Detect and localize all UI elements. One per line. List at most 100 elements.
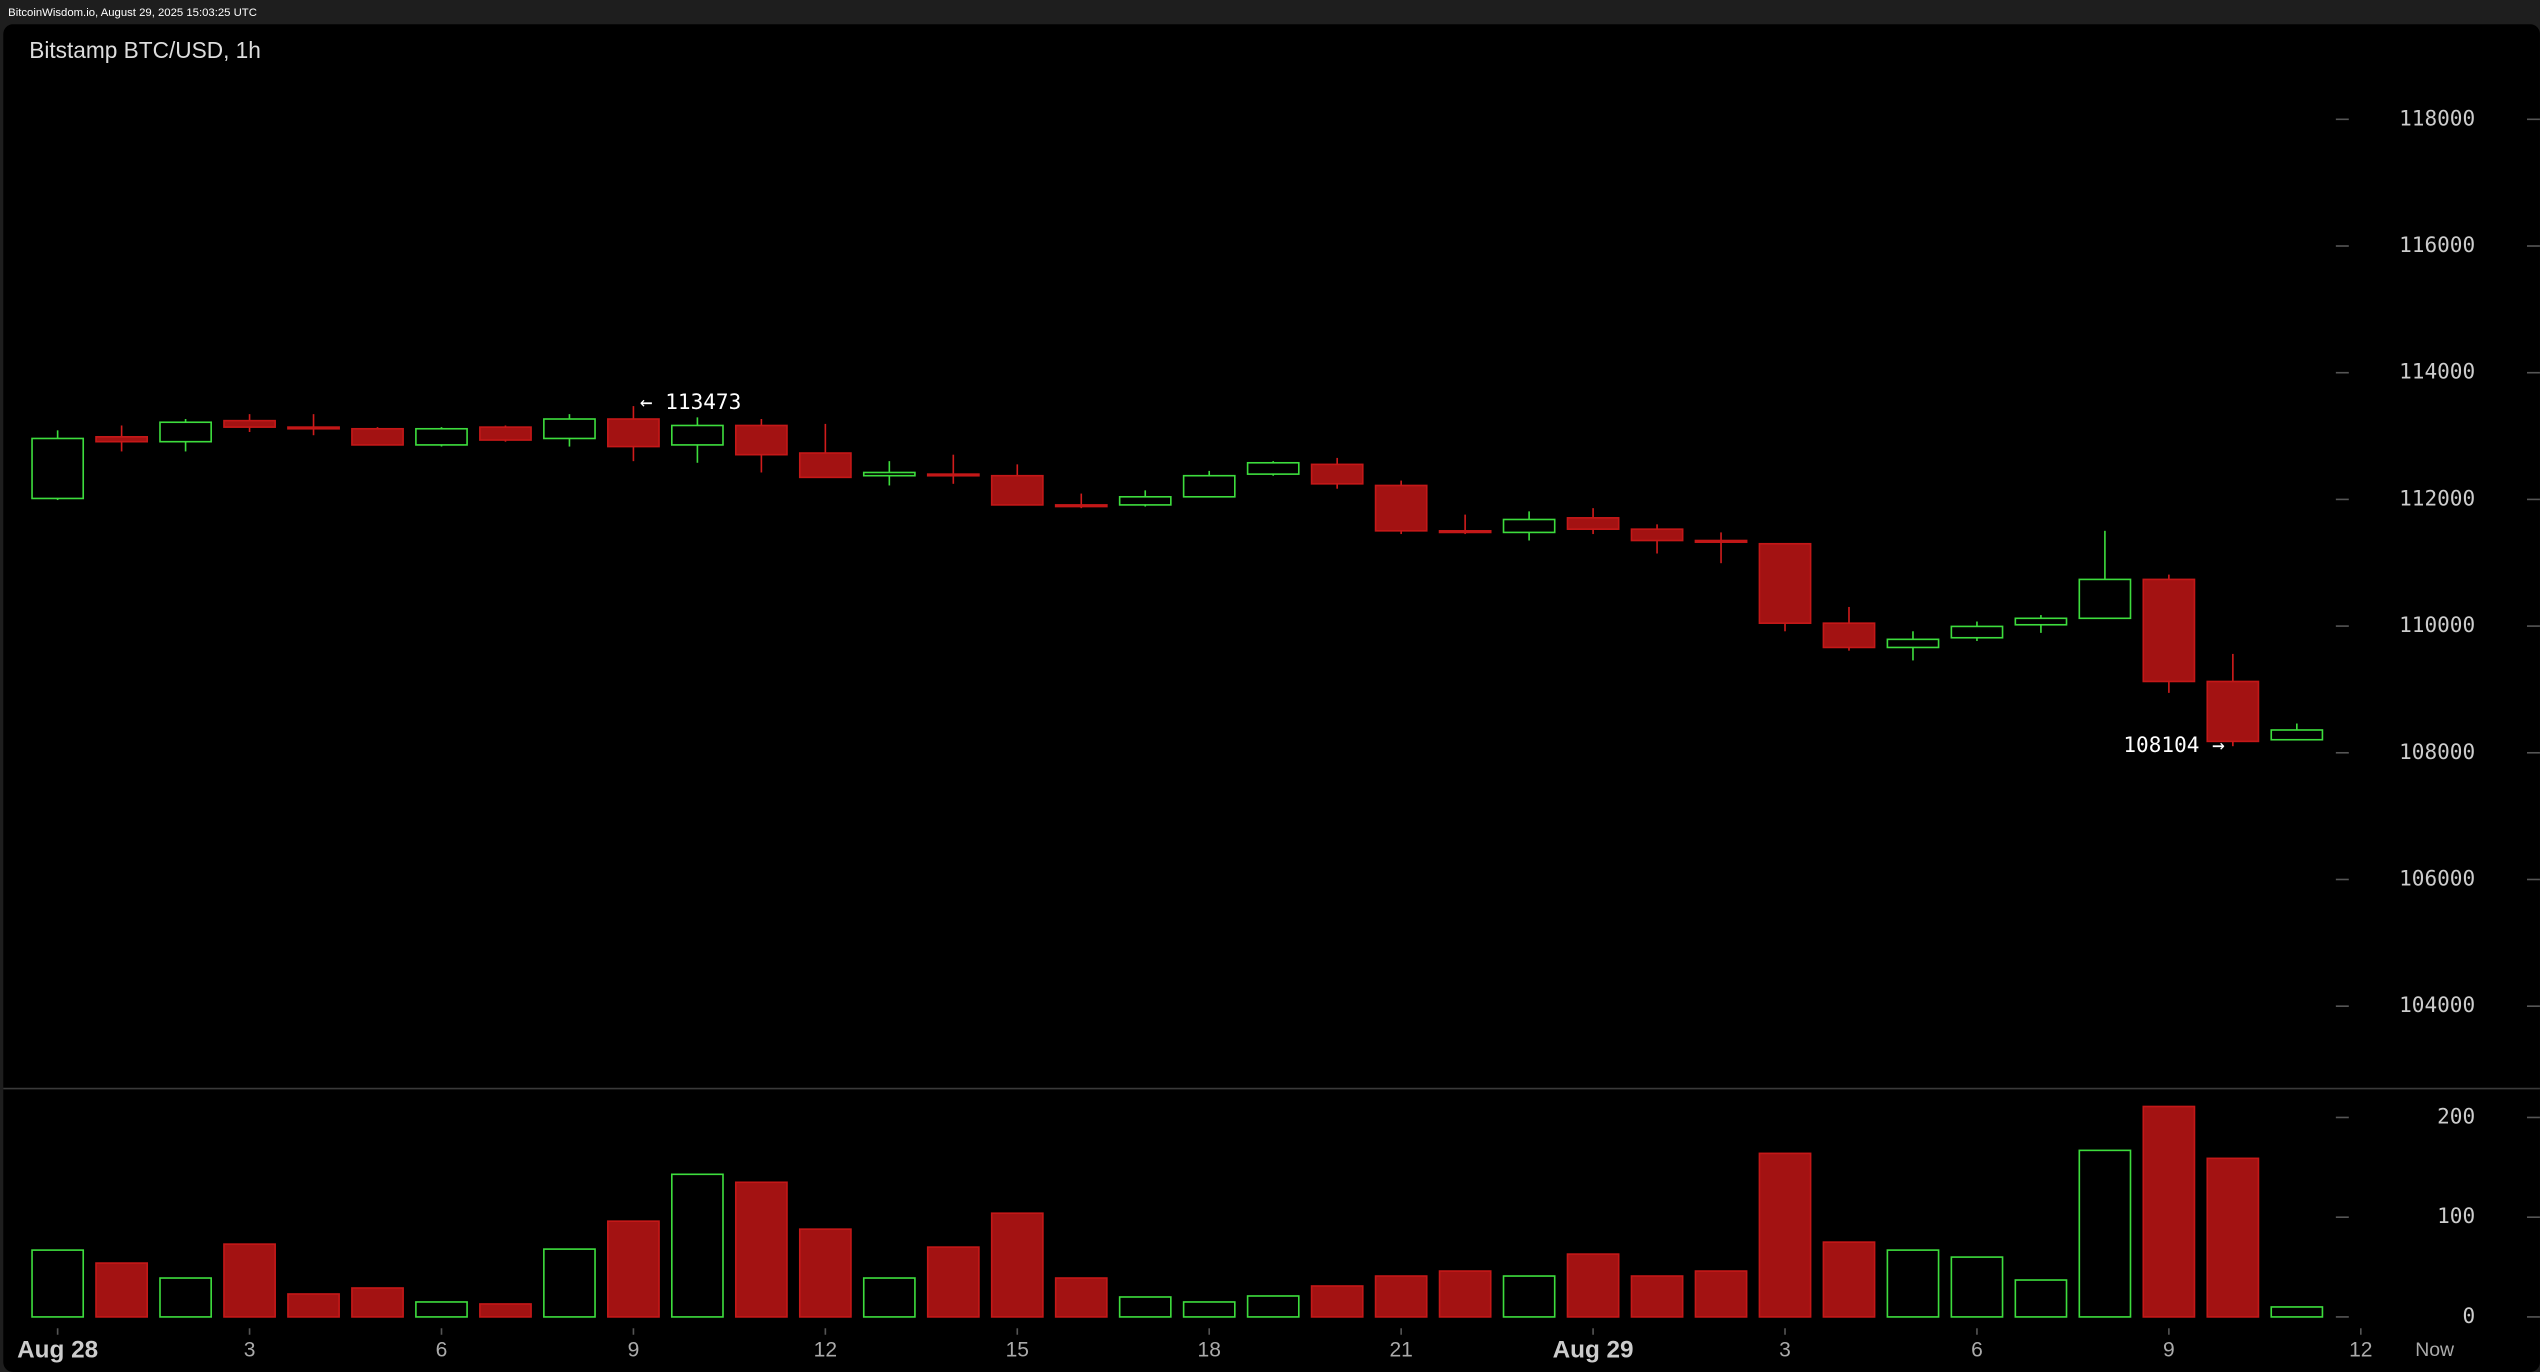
volume-bar	[1502, 1275, 1556, 1318]
volume-bar	[1054, 1277, 1108, 1318]
volume-bar	[543, 1248, 596, 1318]
volume-bar	[1310, 1285, 1364, 1318]
candle-body	[1438, 530, 1492, 534]
volume-bar	[2206, 1157, 2260, 1318]
volume-bar	[1822, 1241, 1876, 1318]
candle-body	[223, 419, 276, 428]
volume-bar	[1438, 1270, 1492, 1318]
annotation: 108104 →	[2123, 732, 2224, 757]
x-tick-label: 21	[1389, 1339, 1412, 1362]
x-tick-label: 3	[1779, 1339, 1791, 1362]
y-tick-label: 112000	[2399, 485, 2475, 510]
volume-bar	[1886, 1249, 1940, 1318]
volume-bar	[734, 1181, 788, 1318]
candle-body	[1374, 484, 1428, 532]
volume-bar	[671, 1173, 724, 1318]
candle-body	[1310, 463, 1364, 485]
volume-bar	[1694, 1270, 1748, 1318]
candle-body	[798, 452, 852, 479]
volume-bar	[1118, 1296, 1172, 1318]
x-tick-label: 6	[436, 1339, 448, 1362]
candle-body	[1054, 504, 1108, 508]
candle-body	[2206, 680, 2260, 743]
volume-bar	[351, 1287, 404, 1318]
volume-bar	[798, 1228, 852, 1318]
candle-body	[1822, 622, 1876, 649]
volume-bar	[1374, 1275, 1428, 1318]
volume-bar	[1758, 1152, 1812, 1318]
y-tick-label: 104000	[2399, 992, 2475, 1017]
x-tick-label: 9	[628, 1339, 640, 1362]
volume-bar	[287, 1293, 340, 1318]
volume-bar	[862, 1277, 916, 1318]
candle-body	[671, 424, 724, 446]
candle-body	[734, 424, 788, 456]
volume-bar	[1630, 1275, 1684, 1318]
y-tick-label: 100	[2437, 1203, 2475, 1228]
candle-body	[1118, 495, 1172, 506]
now-label: Now	[2415, 1339, 2455, 1361]
y-tick-label: 200	[2437, 1103, 2475, 1128]
candle-body	[990, 474, 1044, 506]
candle-body	[2270, 729, 2324, 741]
y-tick-label: 118000	[2399, 105, 2475, 130]
candle-body	[1182, 474, 1236, 498]
candle-body	[607, 418, 660, 448]
volume-bar	[1950, 1256, 2004, 1318]
y-tick-label: 110000	[2399, 612, 2475, 637]
candle-body	[1758, 542, 1812, 624]
volume-bar	[926, 1246, 980, 1318]
volume-bar	[95, 1262, 149, 1318]
y-tick-label: 116000	[2399, 232, 2475, 257]
candle-body	[543, 418, 596, 440]
volume-bar	[1182, 1301, 1236, 1318]
candle-body	[2014, 617, 2068, 626]
candle-body	[1950, 625, 2004, 639]
annotation: ← 113473	[640, 389, 741, 414]
x-tick-label: Aug 29	[1553, 1336, 1634, 1363]
header: BitcoinWisdom.io, August 29, 2025 15:03:…	[8, 7, 257, 19]
x-tick-label: 6	[1971, 1339, 1983, 1362]
volume-bar	[2014, 1279, 2068, 1318]
volume-bar	[607, 1220, 660, 1318]
volume-bar	[479, 1303, 532, 1318]
x-tick-label: 12	[2349, 1339, 2372, 1362]
volume-bar	[415, 1301, 468, 1318]
volume-bar	[2078, 1149, 2132, 1318]
candle-body	[2078, 578, 2132, 620]
x-tick-label: 3	[244, 1339, 256, 1362]
candle-body	[862, 471, 916, 477]
chart-title: Bitstamp BTC/USD, 1h	[29, 37, 261, 63]
x-tick-label: 18	[1198, 1339, 1221, 1362]
candle-body	[351, 427, 404, 446]
volume-bar	[2270, 1306, 2324, 1318]
y-tick-label: 106000	[2399, 865, 2475, 890]
x-tick-label: 15	[1006, 1339, 1029, 1362]
candle-body	[1246, 461, 1300, 475]
candle-body	[1630, 528, 1684, 542]
y-tick-label: 114000	[2399, 359, 2475, 384]
chart-panel	[3, 24, 2540, 1372]
x-tick-label: Aug 28	[17, 1336, 98, 1363]
candle-body	[479, 426, 532, 441]
candle-body	[2142, 578, 2196, 683]
volume-bar	[159, 1277, 212, 1318]
y-tick-label: 0	[2462, 1303, 2475, 1328]
x-tick-label: 12	[814, 1339, 837, 1362]
candle-body	[1566, 517, 1620, 530]
candle-body	[1502, 518, 1556, 534]
volume-bar	[2142, 1105, 2196, 1318]
candle-body	[1694, 539, 1748, 543]
volume-bar	[223, 1243, 276, 1318]
y-tick-label: 108000	[2399, 739, 2475, 764]
volume-bar	[1246, 1295, 1300, 1318]
x-tick-label: 9	[2163, 1339, 2175, 1362]
candle-body	[926, 473, 980, 477]
candle-body	[287, 426, 340, 430]
volume-bar	[1566, 1253, 1620, 1318]
volume-bar	[990, 1212, 1044, 1318]
candle-body	[415, 427, 468, 446]
volume-bar	[31, 1249, 85, 1318]
